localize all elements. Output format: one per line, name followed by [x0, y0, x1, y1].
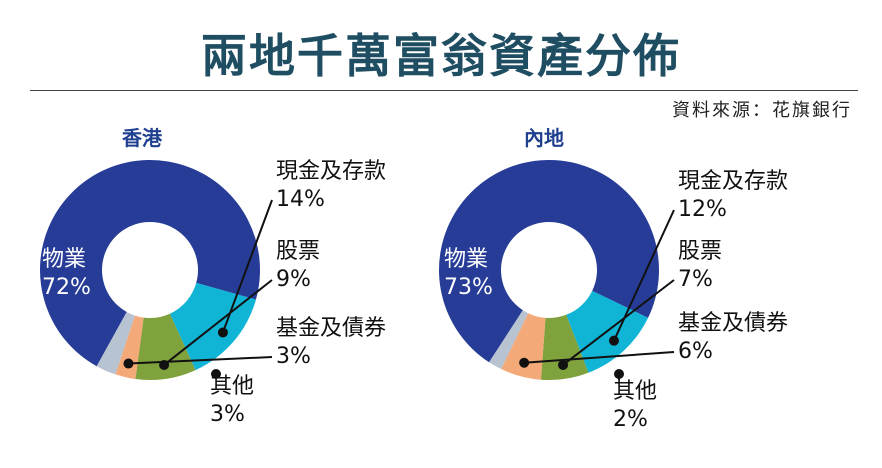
mainland-label-value-cash-deposits: 12%	[678, 197, 727, 222]
mainland-label-property: 物業 73%	[444, 246, 493, 302]
mainland-label-funds-bonds: 基金及債券 6%	[678, 310, 788, 366]
mainland-leader-line-funds-bonds	[524, 351, 675, 364]
mainland-leader-line-stocks	[562, 279, 675, 366]
mainland-chart-title: 內地	[524, 126, 564, 150]
mainland-slice-others	[489, 310, 529, 370]
mainland-label-value-property: 73%	[444, 275, 493, 300]
hong-kong-label-stocks: 股票 9%	[276, 238, 320, 294]
hong-kong-label-value-cash-deposits: 14%	[276, 187, 325, 212]
hong-kong-label-name-others: 其他	[210, 374, 255, 399]
hong-kong-slice-property	[39, 159, 260, 367]
mainland-slice-funds-bonds	[501, 313, 546, 380]
hong-kong-leader-line-cash-deposits	[221, 199, 273, 333]
hong-kong-label-name-cash-deposits: 現金及存款	[276, 159, 387, 184]
mainland-label-name-funds-bonds: 基金及債券	[678, 311, 789, 336]
hong-kong-donut-chart	[39, 159, 273, 380]
hong-kong-label-value-stocks: 9%	[276, 267, 311, 292]
title-divider	[30, 90, 858, 91]
mainland-label-name-stocks: 股票	[678, 239, 723, 264]
mainland-label-name-property: 物業	[444, 247, 489, 272]
mainland-label-stocks: 股票 7%	[678, 238, 722, 294]
hong-kong-label-name-property: 物業	[42, 247, 87, 272]
hong-kong-leader-line-funds-bonds	[128, 356, 273, 365]
mainland-slice-stocks	[540, 314, 589, 380]
hong-kong-panel: 香港 物業 72% 現金及存款 14% 股票 9% 基金及債券 3% 其他 3%	[0, 120, 441, 468]
hong-kong-label-property: 物業 72%	[42, 246, 91, 302]
hong-kong-label-value-property: 72%	[42, 275, 91, 300]
hong-kong-label-value-funds-bonds: 3%	[276, 344, 311, 369]
hong-kong-label-cash-deposits: 現金及存款 14%	[276, 158, 386, 214]
mainland-panel: 內地 物業 73% 現金及存款 12% 股票 7% 基金及債券 6% 其他 2%	[439, 120, 882, 468]
mainland-label-cash-deposits: 現金及存款 12%	[678, 168, 788, 224]
hong-kong-slice-others	[96, 311, 135, 375]
mainland-label-value-stocks: 7%	[678, 267, 713, 292]
hong-kong-leader-line-stocks	[163, 279, 273, 366]
hong-kong-label-value-others: 3%	[210, 402, 245, 427]
hong-kong-label-funds-bonds: 基金及債券 3%	[276, 315, 386, 371]
mainland-label-name-others: 其他	[613, 379, 658, 404]
source-note: 資料來源：花旗銀行	[672, 100, 852, 121]
hong-kong-label-name-stocks: 股票	[276, 239, 321, 264]
mainland-label-value-funds-bonds: 6%	[678, 339, 713, 364]
hong-kong-label-name-funds-bonds: 基金及債券	[276, 316, 387, 341]
hong-kong-label-others: 其他 3%	[210, 373, 254, 429]
mainland-label-value-others: 2%	[613, 407, 648, 432]
hong-kong-chart-title: 香港	[122, 126, 162, 150]
mainland-donut-chart	[439, 159, 675, 380]
mainland-slice-property	[439, 159, 659, 363]
mainland-label-others: 其他 2%	[613, 378, 657, 434]
mainland-label-name-cash-deposits: 現金及存款	[678, 169, 789, 194]
chart-title: 兩地千萬富翁資產分佈	[201, 29, 681, 83]
hong-kong-leader-dot-funds-bonds	[123, 358, 134, 369]
